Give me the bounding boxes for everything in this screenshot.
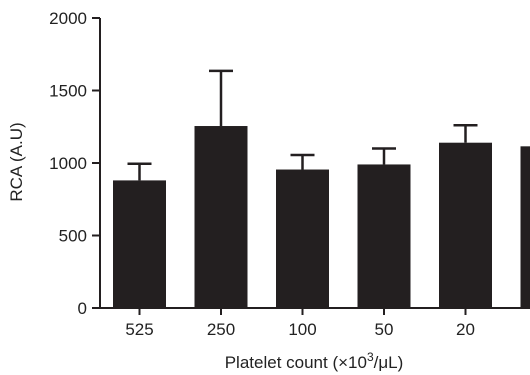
y-axis: 0 500 1000 1500 2000 (49, 9, 101, 318)
x-axis-title: Platelet count (×103/μL) (225, 350, 404, 372)
y-tick-label: 2000 (49, 9, 87, 28)
error-bar (372, 147, 396, 165)
x-axis-title-prefix: Platelet count (×10 (225, 353, 367, 372)
x-axis-title-suffix: /μL) (374, 353, 404, 372)
error-bar (127, 162, 152, 181)
bars (113, 126, 530, 309)
error-bar (453, 124, 478, 143)
x-axis: 525250100502010 (99, 307, 530, 339)
x-tick-label: 100 (288, 320, 316, 339)
x-tick-label: 250 (207, 320, 235, 339)
y-axis-title: RCA (A.U) (7, 122, 26, 201)
error-bars (127, 69, 478, 181)
bar (276, 169, 329, 308)
error-bar (209, 69, 233, 127)
x-tick-label: 50 (375, 320, 394, 339)
y-tick-label: 0 (78, 299, 87, 318)
bar (113, 180, 166, 308)
bar (357, 164, 411, 308)
x-tick-label: 525 (125, 320, 153, 339)
error-bar (290, 153, 315, 170)
x-tick-label: 20 (456, 320, 475, 339)
bar (520, 146, 530, 308)
x-axis-title-superscript: 3 (367, 350, 374, 364)
bar (439, 142, 492, 308)
bar (194, 126, 248, 309)
y-tick-label: 1500 (49, 82, 87, 101)
y-tick-label: 500 (59, 227, 87, 246)
y-tick-label: 1000 (49, 154, 87, 173)
